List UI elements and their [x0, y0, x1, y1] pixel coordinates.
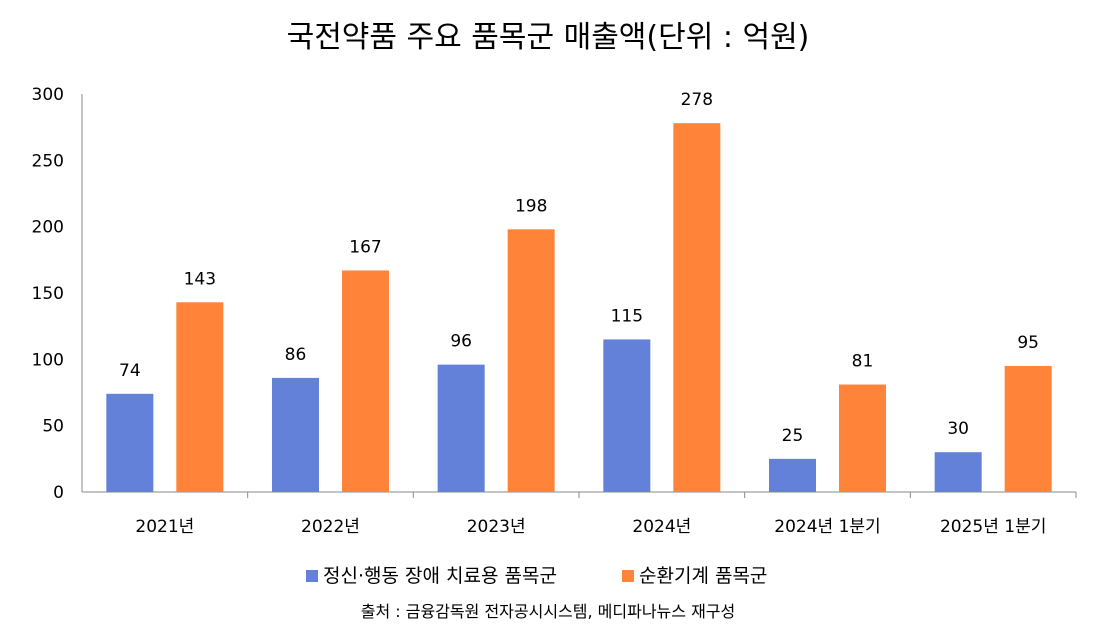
- legend-swatch: [306, 570, 318, 582]
- x-tick-label: 2024년: [632, 517, 691, 537]
- source-note: 출처 : 금융감독원 전자공시시스템, 메디파나뉴스 재구성: [361, 602, 735, 621]
- data-label: 86: [285, 345, 307, 365]
- bar: [603, 339, 651, 492]
- y-tick-label: 200: [32, 218, 64, 238]
- data-label: 81: [852, 352, 874, 372]
- x-tick-label: 2023년: [467, 517, 526, 537]
- legend-swatch: [622, 570, 634, 582]
- data-label: 96: [450, 332, 472, 352]
- data-label: 74: [119, 361, 141, 381]
- y-tick-label: 250: [32, 151, 64, 171]
- x-tick-label: 2021년: [135, 517, 194, 537]
- y-tick-label: 50: [42, 417, 64, 437]
- y-tick-label: 0: [53, 483, 64, 503]
- bar: [342, 270, 389, 492]
- y-tick-label: 150: [32, 284, 64, 304]
- legend-label: 정신·행동 장애 치료용 품목군: [323, 565, 557, 587]
- data-label: 167: [349, 237, 381, 257]
- legend-label: 순환기계 품목군: [639, 565, 767, 587]
- bars: 74 143 86 167 96 198 115 278 25 81 30 95: [106, 90, 1052, 492]
- x-tick-label: 2025년 1분기: [940, 517, 1046, 537]
- bar: [934, 452, 982, 492]
- bar: [1004, 365, 1052, 492]
- bar: [272, 377, 319, 492]
- y-tick-label: 100: [32, 350, 64, 370]
- data-label: 198: [515, 196, 547, 216]
- data-label: 278: [681, 90, 713, 110]
- axes: 0 50 100 150 200 250 300 2021년 2022년 2023년 2024년 20…: [32, 85, 1077, 537]
- data-label: 25: [782, 426, 804, 446]
- data-label: 115: [611, 306, 643, 326]
- data-label: 143: [184, 269, 216, 289]
- chart-title: 국전약품 주요 품목군 매출액(단위 : 억원): [287, 20, 810, 55]
- bar: [507, 229, 555, 492]
- bar: [437, 364, 485, 492]
- y-tick-label: 300: [32, 85, 64, 105]
- bar: [839, 384, 886, 492]
- legend: 정신·행동 장애 치료용 품목군 순환기계 품목군: [306, 565, 767, 587]
- data-label: 95: [1017, 333, 1039, 353]
- bar: [106, 393, 154, 492]
- x-tick-label: 2024년 1분기: [774, 517, 880, 537]
- bar: [673, 123, 721, 492]
- data-label: 30: [947, 419, 969, 439]
- x-tick-label: 2022년: [301, 517, 360, 537]
- bar: [176, 302, 224, 492]
- bar: [769, 458, 816, 492]
